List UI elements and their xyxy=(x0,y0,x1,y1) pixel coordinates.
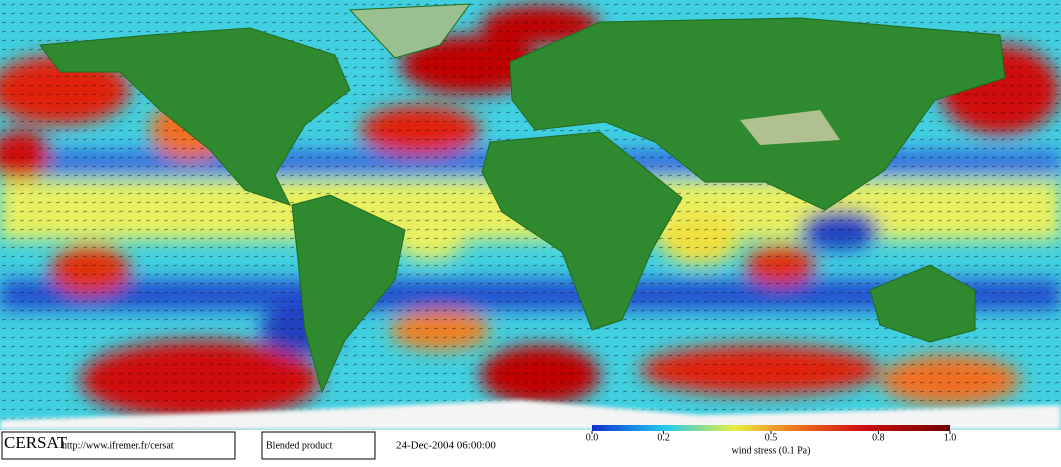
north-america xyxy=(39,27,351,206)
date: 24-Dec-2004 06:00:00 xyxy=(396,440,496,452)
colorbar xyxy=(592,425,950,431)
colorbar-tick-label: 0.5 xyxy=(765,432,778,443)
logo-box xyxy=(1,431,236,460)
logo: CERSAT xyxy=(4,433,68,452)
product-box xyxy=(261,431,376,460)
eurasia xyxy=(509,17,1006,211)
colorbar-label: wind stress (0.1 Pa) xyxy=(732,445,811,456)
africa xyxy=(481,131,683,331)
australia xyxy=(869,264,976,343)
greenland xyxy=(348,3,472,59)
product: Blended product xyxy=(266,440,333,451)
continents xyxy=(39,3,1006,394)
url: http://www.ifremer.fr/cersat xyxy=(62,440,174,451)
antarctica xyxy=(0,400,1061,430)
south-america xyxy=(291,194,406,394)
colorbar-tick-label: 0.8 xyxy=(872,432,885,443)
colorbar-tick-label: 1.0 xyxy=(944,432,957,443)
colorbar-tick-label: 0.2 xyxy=(657,432,670,443)
colorbar-tick-label: 0.0 xyxy=(586,432,599,443)
tibet xyxy=(740,110,840,145)
